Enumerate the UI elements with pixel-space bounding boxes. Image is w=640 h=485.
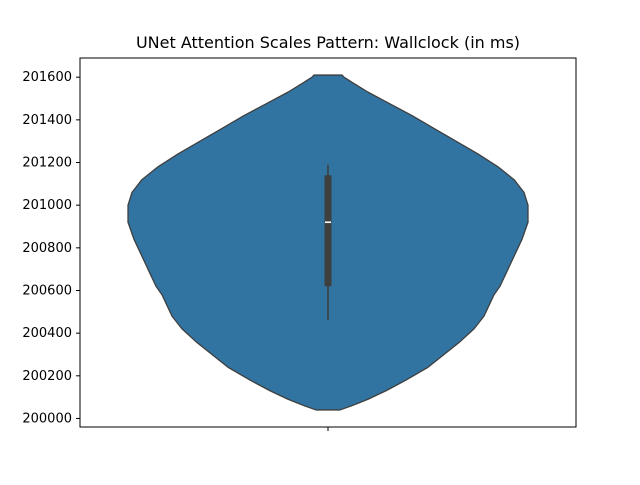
y-tick-label: 201400 <box>22 113 72 128</box>
y-tick-label: 201000 <box>22 198 72 213</box>
y-tick-label: 201600 <box>22 70 72 85</box>
y-tick-label: 200600 <box>22 283 72 298</box>
iqr-box <box>324 175 332 287</box>
y-tick-label: 200200 <box>22 369 72 384</box>
y-tick-label: 200800 <box>22 241 72 256</box>
y-tick-label: 200000 <box>22 411 72 426</box>
y-axis: 200000 200200 200400 200600 200800 201000 2012… <box>22 57 577 431</box>
chart-title: UNet Attention Scales Pattern: Wallclock… <box>136 33 520 52</box>
y-tick-label: 200400 <box>22 326 72 341</box>
y-tick-label: 201200 <box>22 156 72 171</box>
plot-area <box>127 74 529 411</box>
